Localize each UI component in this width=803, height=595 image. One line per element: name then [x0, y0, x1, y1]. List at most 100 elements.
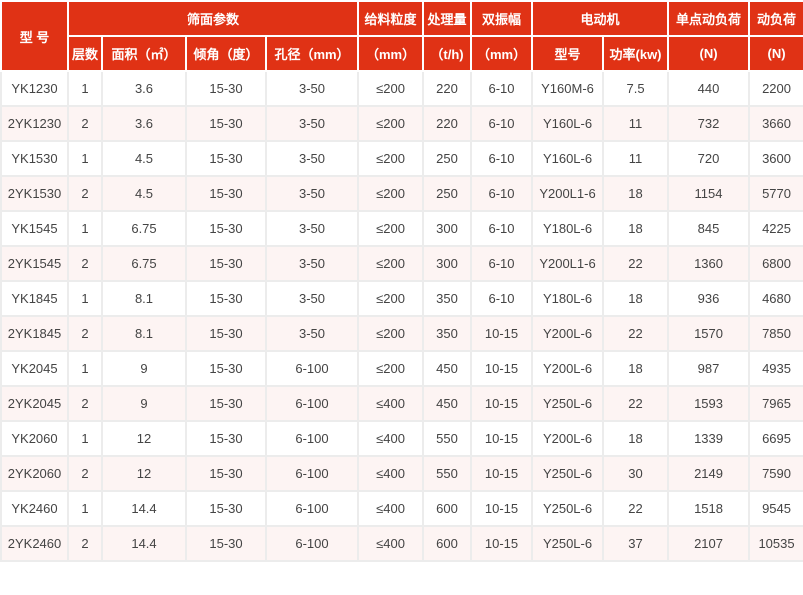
cell-aperture: 6-100 — [264, 350, 360, 387]
cell-area: 6.75 — [101, 245, 187, 282]
cell-motor-power: 11 — [602, 140, 670, 177]
cell-angle: 15-30 — [185, 280, 267, 317]
cell-model: YK1530 — [0, 140, 69, 177]
cell-dyn-load: 4935 — [748, 350, 803, 387]
table-row: 2YK1845 2 8.1 15-30 3-50 ≤200 350 10-15 Y200L-6 2… — [0, 315, 803, 352]
cell-amplitude: 6-10 — [470, 70, 534, 107]
cell-layers: 2 — [67, 525, 103, 562]
cell-area: 6.75 — [101, 210, 187, 247]
cell-layers: 2 — [67, 315, 103, 352]
cell-feed-size: ≤400 — [357, 525, 425, 562]
cell-layers: 1 — [67, 210, 103, 247]
header-model: 型 号 — [0, 0, 69, 72]
cell-motor-model: Y200L1-6 — [531, 175, 605, 212]
cell-layers: 1 — [67, 490, 103, 527]
cell-dyn-load: 5770 — [748, 175, 803, 212]
table-row: 2YK1545 2 6.75 15-30 3-50 ≤200 300 6-10 Y200L1-6… — [0, 245, 803, 282]
cell-motor-power: 22 — [602, 245, 670, 282]
cell-amplitude: 10-15 — [470, 315, 534, 352]
cell-model: 2YK1230 — [0, 105, 69, 142]
cell-model: YK1845 — [0, 280, 69, 317]
cell-motor-power: 22 — [602, 490, 670, 527]
cell-layers: 2 — [67, 175, 103, 212]
cell-point-load: 1518 — [667, 490, 751, 527]
header-feed-size: 给料粒度 — [357, 0, 425, 37]
cell-motor-model: Y250L-6 — [531, 525, 605, 562]
cell-feed-size: ≤400 — [357, 385, 425, 422]
header-amplitude-unit: （mm） — [470, 35, 534, 72]
header-dyn-load-unit: (N) — [748, 35, 803, 72]
table-row: YK1230 1 3.6 15-30 3-50 ≤200 220 6-10 Y160M-6 7.5… — [0, 70, 803, 107]
header-capacity: 处理量 — [422, 0, 473, 37]
cell-layers: 2 — [67, 455, 103, 492]
cell-area: 9 — [101, 350, 187, 387]
header-point-load-unit: (N) — [667, 35, 751, 72]
cell-motor-model: Y250L-6 — [531, 490, 605, 527]
cell-area: 8.1 — [101, 315, 187, 352]
cell-model: YK1230 — [0, 70, 69, 107]
cell-model: YK2045 — [0, 350, 69, 387]
cell-angle: 15-30 — [185, 490, 267, 527]
cell-capacity: 450 — [422, 350, 473, 387]
cell-aperture: 3-50 — [264, 175, 360, 212]
header-capacity-unit: （t/h) — [422, 35, 473, 72]
cell-aperture: 6-100 — [264, 490, 360, 527]
cell-point-load: 720 — [667, 140, 751, 177]
cell-motor-model: Y160M-6 — [531, 70, 605, 107]
cell-angle: 15-30 — [185, 385, 267, 422]
table-row: YK2045 1 9 15-30 6-100 ≤200 450 10-15 Y200L-6 18 9… — [0, 350, 803, 387]
cell-feed-size: ≤200 — [357, 245, 425, 282]
cell-aperture: 6-100 — [264, 525, 360, 562]
cell-point-load: 440 — [667, 70, 751, 107]
cell-angle: 15-30 — [185, 420, 267, 457]
cell-layers: 2 — [67, 105, 103, 142]
cell-amplitude: 10-15 — [470, 525, 534, 562]
cell-dyn-load: 9545 — [748, 490, 803, 527]
cell-point-load: 1154 — [667, 175, 751, 212]
cell-model: YK2460 — [0, 490, 69, 527]
cell-feed-size: ≤200 — [357, 315, 425, 352]
cell-dyn-load: 6695 — [748, 420, 803, 457]
cell-area: 14.4 — [101, 525, 187, 562]
cell-aperture: 3-50 — [264, 70, 360, 107]
cell-layers: 1 — [67, 70, 103, 107]
cell-angle: 15-30 — [185, 140, 267, 177]
table-row: 2YK2460 2 14.4 15-30 6-100 ≤400 600 10-15 Y250L-… — [0, 525, 803, 562]
cell-dyn-load: 4680 — [748, 280, 803, 317]
table-row: YK2060 1 12 15-30 6-100 ≤400 550 10-15 Y200L-6 18… — [0, 420, 803, 457]
table-row: YK1545 1 6.75 15-30 3-50 ≤200 300 6-10 Y180L-6 18… — [0, 210, 803, 247]
header-motor: 电动机 — [531, 0, 670, 37]
cell-angle: 15-30 — [185, 455, 267, 492]
cell-angle: 15-30 — [185, 245, 267, 282]
header-aperture: 孔径（mm） — [264, 35, 360, 72]
header-amplitude: 双振幅 — [470, 0, 534, 37]
cell-motor-model: Y200L1-6 — [531, 245, 605, 282]
cell-angle: 15-30 — [185, 175, 267, 212]
cell-motor-power: 18 — [602, 350, 670, 387]
header-motor-model: 型号 — [531, 35, 605, 72]
header-angle: 倾角（度） — [185, 35, 267, 72]
cell-area: 8.1 — [101, 280, 187, 317]
cell-aperture: 3-50 — [264, 245, 360, 282]
cell-feed-size: ≤200 — [357, 140, 425, 177]
cell-feed-size: ≤200 — [357, 350, 425, 387]
cell-angle: 15-30 — [185, 105, 267, 142]
header-row-1: 型 号 筛面参数 给料粒度 处理量 双振幅 电动机 单点动负荷 动负荷 — [0, 0, 803, 72]
cell-layers: 1 — [67, 140, 103, 177]
cell-angle: 15-30 — [185, 315, 267, 352]
cell-capacity: 220 — [422, 105, 473, 142]
cell-angle: 15-30 — [185, 350, 267, 387]
cell-motor-model: Y250L-6 — [531, 385, 605, 422]
header-row-2: 层数 面积（㎡） 倾角（度） 孔径（mm） （mm） （t/h) （mm） 型号… — [1, 35, 803, 72]
cell-feed-size: ≤200 — [357, 280, 425, 317]
header-layers: 层数 — [67, 35, 103, 72]
cell-capacity: 450 — [422, 385, 473, 422]
cell-layers: 1 — [67, 420, 103, 457]
cell-motor-model: Y160L-6 — [531, 140, 605, 177]
cell-area: 14.4 — [101, 490, 187, 527]
cell-dyn-load: 6800 — [748, 245, 803, 282]
table-row: YK1845 1 8.1 15-30 3-50 ≤200 350 6-10 Y180L-6 18 9… — [0, 280, 803, 317]
cell-motor-model: Y200L-6 — [531, 315, 605, 352]
cell-motor-power: 30 — [602, 455, 670, 492]
cell-point-load: 2149 — [667, 455, 751, 492]
